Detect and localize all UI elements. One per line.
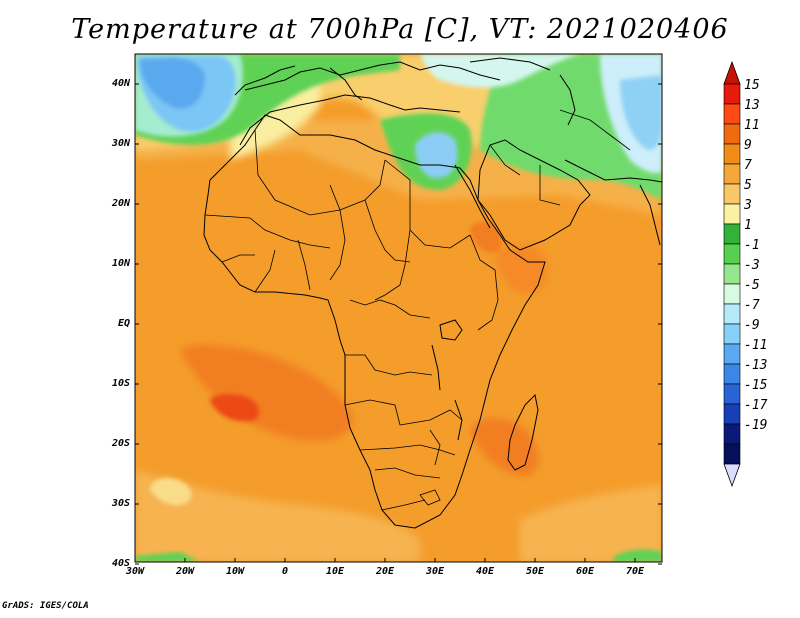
plot-frame	[134, 53, 663, 563]
colorbar-swatch	[723, 283, 741, 305]
colorbar-swatch	[723, 143, 741, 165]
colorbar-swatch	[723, 83, 741, 105]
lon-label: 50E	[525, 566, 545, 577]
lat-label: 10N	[111, 258, 130, 269]
colorbar-label: -7	[744, 298, 760, 313]
lat-label: 10S	[111, 378, 130, 389]
lon-label: 10W	[225, 566, 245, 577]
colorbar-swatch	[723, 323, 741, 345]
colorbar-label: -15	[744, 378, 768, 393]
lat-label: 40S	[111, 558, 130, 569]
colorbar-swatch	[723, 343, 741, 365]
colorbar-swatch	[723, 103, 741, 125]
lat-label: 30S	[111, 498, 130, 509]
colorbar-swatch	[723, 123, 741, 145]
country-borders	[204, 109, 631, 511]
lon-label: 20W	[175, 566, 195, 577]
colorbar-swatch	[723, 443, 741, 465]
lon-label: 40E	[475, 566, 495, 577]
colorbar-swatch	[723, 243, 741, 265]
colorbar-label: -9	[744, 318, 760, 333]
colorbar-label: 15	[744, 78, 760, 93]
colorbar-swatch	[723, 163, 741, 185]
colorbar-swatch	[723, 363, 741, 385]
colorbar-label: -11	[744, 338, 768, 353]
lat-label: 30N	[111, 138, 130, 149]
colorbar	[723, 60, 741, 488]
axis-ticks	[134, 83, 662, 565]
colorbar-label: -17	[744, 398, 768, 413]
grads-credit: GrADS: IGES/COLA	[2, 601, 89, 611]
colorbar-swatch	[723, 183, 741, 205]
colorbar-label: 3	[744, 198, 752, 213]
colorbar-swatch	[723, 223, 741, 245]
colorbar-label: -13	[744, 358, 768, 373]
lat-label: 40N	[111, 78, 130, 89]
colorbar-swatch	[723, 403, 741, 425]
colorbar-label: -5	[744, 278, 760, 293]
colorbar-label: 9	[744, 138, 752, 153]
lon-label: 20E	[375, 566, 395, 577]
colorbar-swatch	[723, 423, 741, 445]
colorbar-label: -1	[744, 238, 760, 253]
colorbar-label: 11	[744, 118, 760, 133]
lon-label: 60E	[575, 566, 595, 577]
lat-label: 20N	[111, 198, 130, 209]
lon-label: 0	[281, 566, 289, 577]
colorbar-swatch	[723, 263, 741, 285]
colorbar-label: 7	[744, 158, 752, 173]
coastlines	[203, 57, 662, 529]
colorbar-swatch	[723, 383, 741, 405]
colorbar-label: -19	[744, 418, 768, 433]
lat-label: EQ	[117, 318, 130, 329]
colorbar-label: 5	[744, 178, 752, 193]
colorbar-label: -3	[744, 258, 760, 273]
map-title: Temperature at 700hPa [C], VT: 202102040…	[71, 14, 729, 45]
colorbar-bottom-arrow	[723, 463, 741, 488]
lon-label: 10E	[325, 566, 345, 577]
lon-label: 30W	[125, 566, 145, 577]
colorbar-swatch	[723, 303, 741, 325]
lon-label: 70E	[625, 566, 645, 577]
temperature-field	[135, 54, 662, 562]
colorbar-label: 1	[744, 218, 752, 233]
lat-label: 20S	[111, 438, 130, 449]
colorbar-swatch	[723, 203, 741, 225]
colorbar-label: 13	[744, 98, 760, 113]
colorbar-top-arrow	[723, 60, 741, 85]
lon-label: 30E	[425, 566, 445, 577]
